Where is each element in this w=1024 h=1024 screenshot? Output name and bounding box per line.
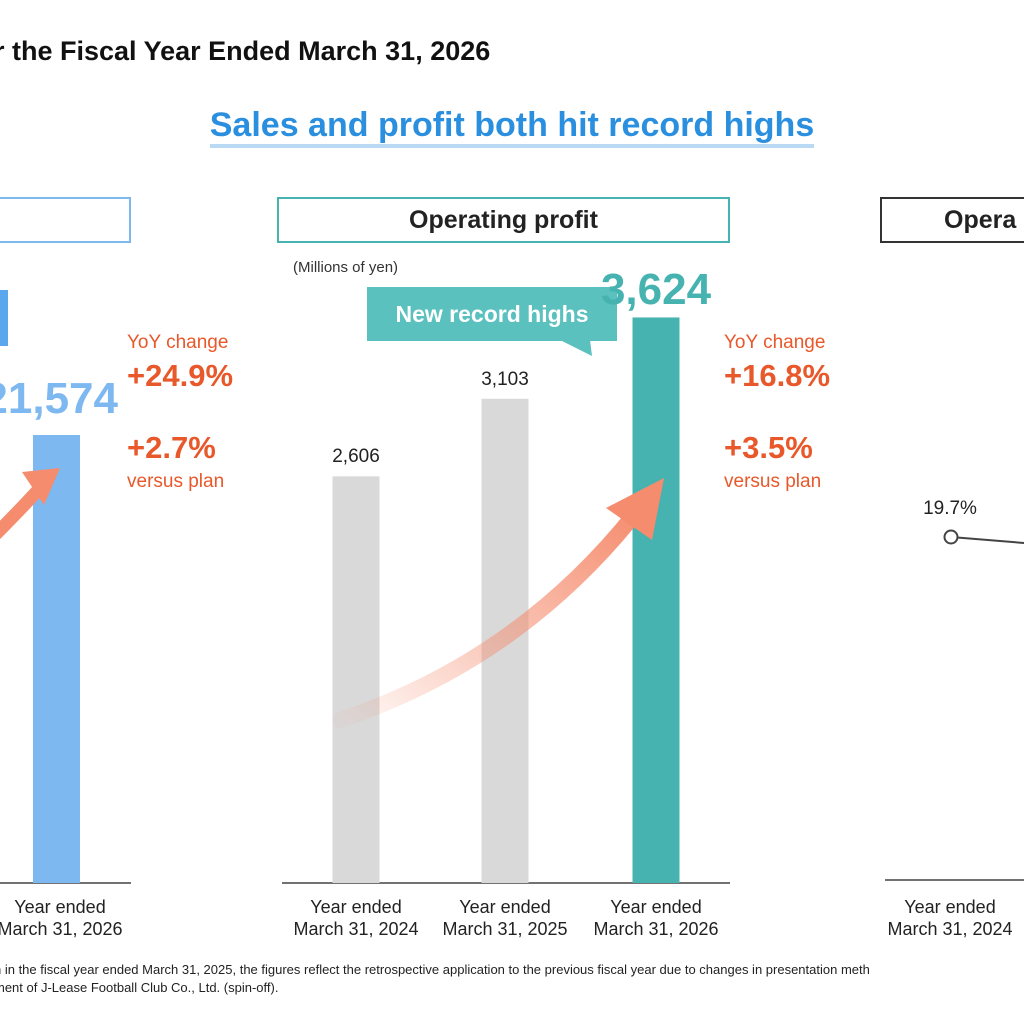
headline: Sales and profit both hit record highs — [0, 106, 1024, 148]
middle-plan-value: +3.5% — [724, 430, 813, 465]
operating-profit-x-tick: Year ended March 31, 2025 — [425, 896, 585, 940]
left-value-label: 21,574 — [0, 374, 118, 423]
footnote: n in the fiscal year ended March 31, 202… — [0, 961, 870, 997]
left-bar-2026 — [33, 435, 80, 883]
middle-yoy-value: +16.8% — [724, 358, 831, 393]
operating-profit-x-tick-line: Year ended — [459, 897, 551, 917]
left-growth-arrowhead-icon — [22, 468, 60, 505]
right-x-label-line1: Year ended — [904, 897, 996, 917]
middle-growth-arrow-icon — [332, 502, 646, 728]
left-yoy-value: +24.9% — [127, 358, 234, 393]
record-callout-text: New record highs — [395, 300, 589, 327]
page-title: r the Fiscal Year Ended March 31, 2026 — [0, 36, 491, 66]
middle-plan-label: versus plan — [724, 471, 822, 492]
left-section-box — [0, 197, 131, 243]
operating-profit-x-tick-line: March 31, 2026 — [593, 919, 719, 939]
headline-text: Sales and profit both hit record highs — [209, 106, 815, 148]
right-point-label: 19.7% — [923, 498, 977, 519]
left-x-label-line2: March 31, 2026 — [0, 919, 123, 939]
operating-profit-bar — [332, 476, 380, 883]
operating-profit-x-tick-line: Year ended — [310, 897, 402, 917]
right-x-label-line2: March 31, 2024 — [887, 919, 1013, 939]
right-line-segment — [950, 536, 1024, 544]
middle-growth-arrowhead-icon — [606, 478, 664, 540]
middle-section-label: Operating profit — [409, 205, 598, 234]
right-section-label: Opera — [944, 205, 1017, 234]
operating-profit-value-label: 3,103 — [481, 368, 529, 390]
operating-profit-bar — [632, 317, 680, 883]
record-callout: New record highs — [367, 287, 617, 341]
middle-section-box: Operating profit — [277, 197, 730, 243]
left-x-label: Year ended March 31, 2026 — [0, 896, 150, 940]
operating-profit-x-tick-line: March 31, 2025 — [442, 919, 568, 939]
unit-label: (Millions of yen) — [293, 259, 399, 276]
operating-profit-bars — [332, 317, 680, 883]
right-x-label: Year ended March 31, 2024 — [860, 896, 1024, 940]
right-section-box: Opera — [880, 197, 1024, 243]
operating-profit-value-label: 3,624 — [600, 265, 712, 315]
operating-profit-x-tick: Year ended March 31, 2026 — [576, 896, 736, 940]
operating-profit-x-tick-line: Year ended — [610, 897, 702, 917]
left-plan-label: versus plan — [127, 471, 225, 492]
footnote-line2: ment of J-Lease Football Club Co., Ltd. … — [0, 980, 279, 995]
right-line-point — [943, 529, 959, 545]
left-plan-value: +2.7% — [127, 430, 216, 465]
left-callout-fragment — [0, 290, 8, 346]
operating-profit-value-label: 2,606 — [332, 446, 380, 468]
middle-yoy-label: YoY change — [724, 332, 826, 353]
left-yoy-label: YoY change — [127, 332, 229, 353]
operating-profit-x-tick: Year ended March 31, 2024 — [276, 896, 436, 940]
left-x-label-line1: Year ended — [14, 897, 106, 917]
operating-profit-x-tick-line: March 31, 2024 — [293, 919, 419, 939]
callout-tail — [560, 340, 592, 356]
footnote-line1: n in the fiscal year ended March 31, 202… — [0, 962, 870, 977]
